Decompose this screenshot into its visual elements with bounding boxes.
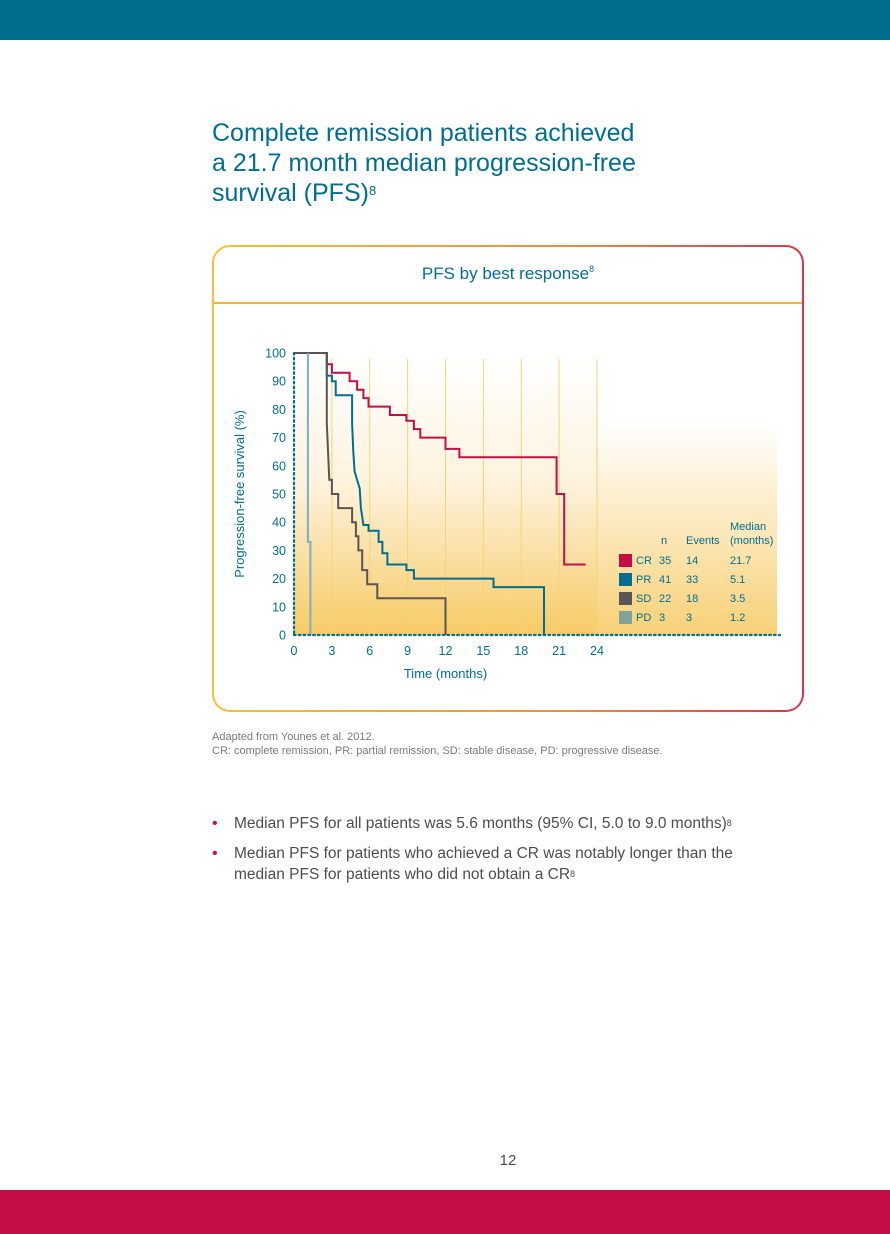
footer-bar [0, 1190, 890, 1234]
y-tick-label: 80 [272, 403, 286, 417]
legend-n-value: 22 [659, 593, 671, 605]
bullet-reference: 8 [570, 869, 576, 879]
legend-events-value: 3 [686, 612, 692, 624]
x-tick-label: 24 [590, 644, 604, 658]
y-tick-label: 30 [272, 544, 286, 558]
y-tick-label: 50 [272, 488, 286, 502]
legend-n-value: 3 [659, 612, 665, 624]
legend-header-events: Events [686, 535, 720, 547]
caption-source: Adapted from Younes et al. 2012. [212, 731, 375, 743]
y-tick-label: 70 [272, 431, 286, 445]
series-pd-line [306, 353, 312, 635]
legend-n-value: 35 [659, 555, 671, 567]
bullet-icon: • [212, 815, 218, 832]
legend-median-value: 5.1 [730, 574, 745, 586]
legend-events-value: 33 [686, 574, 698, 586]
series-pr-line [294, 352, 545, 635]
x-tick-label: 6 [366, 644, 373, 658]
title-line-2: a 21.7 month median progression-free [212, 149, 636, 177]
legend-swatch-pr [619, 573, 632, 586]
legend-median-value: 1.2 [730, 612, 745, 624]
legend-label: PR [636, 574, 651, 586]
x-tick-label: 3 [328, 644, 335, 658]
legend-label: CR [636, 555, 652, 567]
pfs-chart: 0 10 20 30 40 50 60 70 80 90 100 0 3 6 9 12 15 18 21 24 Time… [232, 347, 782, 681]
page-number: 12 [499, 1152, 517, 1169]
legend-n-value: 41 [659, 574, 671, 586]
series-cr-line [294, 352, 586, 566]
x-tick-label: 9 [404, 644, 411, 658]
legend-label: SD [636, 593, 651, 605]
legend-median-value: 3.5 [730, 593, 745, 605]
panel-title-text: PFS by best response [421, 264, 590, 283]
title-line-3: survival (PFS) [212, 179, 369, 207]
title-line-1: Complete remission patients achieved [212, 119, 635, 147]
legend-events-value: 14 [686, 555, 698, 567]
y-tick-label: 10 [272, 600, 286, 614]
legend-swatch-pd [619, 611, 632, 624]
panel-title-reference: 8 [589, 264, 595, 274]
x-tick-label: 18 [514, 644, 528, 658]
title-reference: 8 [368, 183, 377, 198]
y-axis-label: Progression-free survival (%) [232, 410, 247, 578]
legend-swatch-cr [619, 554, 632, 567]
bullet-icon: • [212, 845, 218, 862]
page-title: Complete remission patients achieved a 2… [212, 118, 732, 208]
panel-title: PFS by best response8 [214, 264, 802, 284]
y-tick-label: 0 [279, 629, 286, 643]
y-tick-label: 60 [272, 459, 286, 473]
bullet-text: Median PFS for patients who achieved a C… [234, 845, 733, 883]
bullet-reference: 8 [726, 818, 732, 828]
legend-events-value: 18 [686, 593, 698, 605]
header-bar [0, 0, 890, 40]
series-sd-line [294, 352, 447, 635]
key-points-list: • Median PFS for all patients was 5.6 mon… [212, 813, 772, 894]
y-tick-label: 100 [265, 347, 286, 361]
x-tick-label: 0 [291, 644, 298, 658]
figure-caption: Adapted from Younes et al. 2012. CR: com… [212, 730, 663, 758]
list-item: • Median PFS for patients who achieved a … [212, 843, 772, 885]
x-tick-label: 21 [552, 644, 566, 658]
chart-panel: PFS by best response8 0 10 20 30 40 50 60 70 80 9… [212, 245, 804, 712]
x-tick-label: 12 [439, 644, 453, 658]
y-tick-label: 90 [272, 375, 286, 389]
legend-median-value: 21.7 [730, 555, 751, 567]
panel-header: PFS by best response8 [214, 247, 802, 304]
y-tick-label: 20 [272, 572, 286, 586]
list-item: • Median PFS for all patients was 5.6 mon… [212, 813, 772, 834]
caption-abbreviations: CR: complete remission, PR: partial remi… [212, 745, 663, 757]
bullet-text: Median PFS for all patients was 5.6 mont… [234, 815, 727, 832]
legend-header-months: (months) [730, 535, 773, 547]
legend-header-n: n [661, 535, 667, 547]
x-axis-label: Time (months) [404, 666, 487, 681]
x-tick-label: 15 [476, 644, 490, 658]
legend-swatch-sd [619, 592, 632, 605]
legend-header-median: Median [730, 521, 766, 533]
legend-label: PD [636, 612, 651, 624]
y-tick-label: 40 [272, 516, 286, 530]
